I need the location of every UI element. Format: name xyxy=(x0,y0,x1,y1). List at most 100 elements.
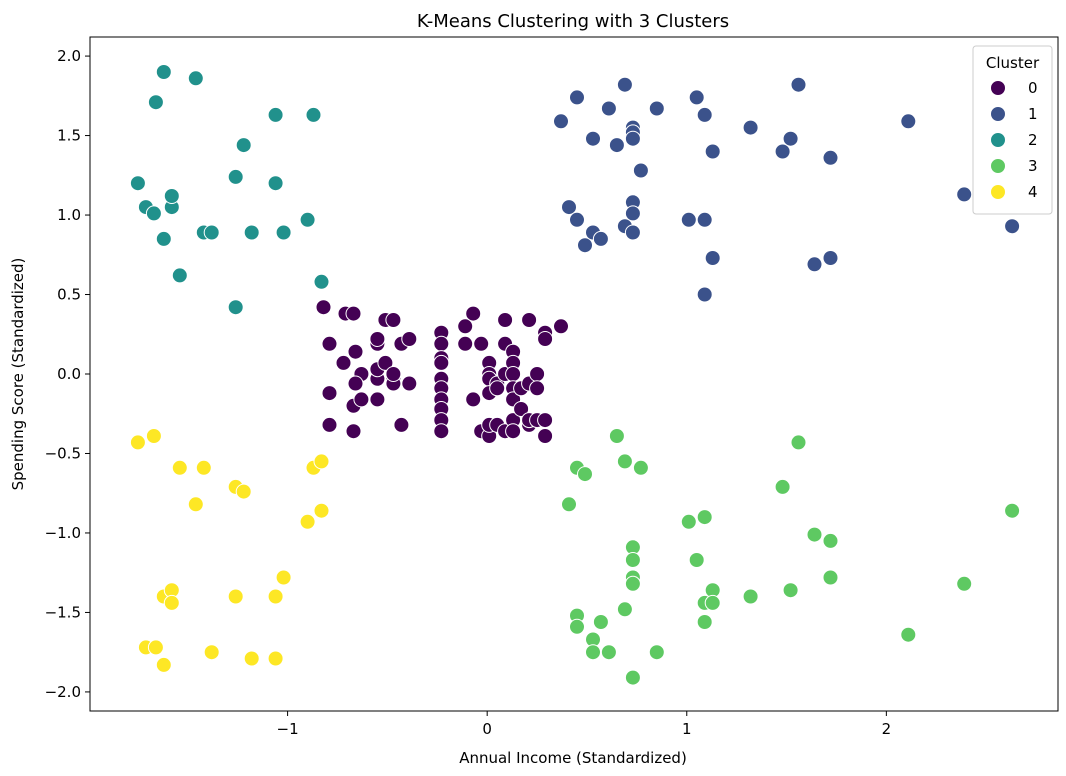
legend-label: 0 xyxy=(1028,79,1038,97)
data-point xyxy=(900,113,917,130)
data-point xyxy=(648,644,665,661)
y-tick-label: 2.0 xyxy=(57,47,81,65)
data-point xyxy=(569,89,585,106)
data-point xyxy=(569,211,585,228)
x-tick-label: −1 xyxy=(277,720,299,738)
data-point xyxy=(163,188,180,204)
data-point xyxy=(688,89,705,106)
data-point xyxy=(680,211,697,228)
data-point xyxy=(600,644,617,661)
data-point xyxy=(465,391,482,408)
series-2 xyxy=(129,64,330,316)
data-point xyxy=(608,137,625,154)
data-point xyxy=(624,205,641,222)
data-point xyxy=(129,434,146,451)
data-point xyxy=(569,618,585,635)
data-point xyxy=(497,312,514,328)
data-point xyxy=(369,391,386,408)
x-tick-label: 2 xyxy=(882,720,892,738)
data-point xyxy=(187,70,204,87)
data-point xyxy=(227,588,244,605)
data-point xyxy=(521,312,538,328)
data-point xyxy=(313,453,330,470)
data-point xyxy=(171,267,188,284)
data-point xyxy=(696,286,713,303)
data-point xyxy=(299,211,316,228)
legend-item-0: 0 xyxy=(990,79,1038,97)
data-point xyxy=(267,588,284,605)
data-point xyxy=(321,335,338,352)
data-point xyxy=(704,143,721,160)
data-point xyxy=(369,331,386,347)
data-point xyxy=(537,412,554,429)
data-point xyxy=(696,614,713,630)
legend-marker xyxy=(990,80,1006,96)
data-point xyxy=(1004,218,1021,235)
data-point xyxy=(145,428,162,444)
series-1 xyxy=(553,76,1021,303)
points-layer xyxy=(129,64,1021,686)
data-point xyxy=(529,380,546,397)
legend-item-1: 1 xyxy=(990,105,1038,123)
data-point xyxy=(267,650,284,667)
y-tick-label: −1.5 xyxy=(45,603,81,621)
data-point xyxy=(592,230,609,247)
data-point xyxy=(742,588,759,605)
legend-label: 3 xyxy=(1028,157,1038,175)
data-point xyxy=(155,64,172,80)
data-point xyxy=(956,575,973,592)
legend-marker xyxy=(990,184,1006,200)
data-point xyxy=(347,375,364,392)
axes-layer: −1 0 1 2 −2.0 −1.5 −1.0 −0.5 0.0 0.5 1.0 1.5 2.0 xyxy=(45,36,1059,738)
y-tick-label: −1.0 xyxy=(45,524,81,542)
data-point xyxy=(433,354,450,371)
data-point xyxy=(632,162,649,179)
legend-label: 4 xyxy=(1028,183,1038,201)
legend-item-2: 2 xyxy=(990,131,1038,149)
data-point xyxy=(696,509,713,526)
data-point xyxy=(313,273,330,290)
data-point xyxy=(616,601,633,618)
data-point xyxy=(632,459,649,476)
legend-title: Cluster xyxy=(986,54,1040,72)
data-point xyxy=(696,211,713,228)
data-point xyxy=(465,305,482,322)
data-point xyxy=(704,250,721,266)
data-point xyxy=(305,106,322,123)
data-point xyxy=(774,143,791,160)
legend-label: 2 xyxy=(1028,131,1038,149)
data-point xyxy=(321,416,338,433)
data-point xyxy=(335,354,352,371)
data-point xyxy=(1004,502,1021,519)
data-point xyxy=(243,650,260,667)
data-point xyxy=(385,366,402,382)
data-point xyxy=(145,205,162,222)
data-point xyxy=(624,130,641,147)
data-point xyxy=(473,335,490,352)
y-tick-label: 1.5 xyxy=(57,127,81,145)
data-point xyxy=(774,478,791,495)
data-point xyxy=(345,305,362,322)
data-point xyxy=(315,299,332,316)
legend-marker xyxy=(990,158,1006,174)
data-point xyxy=(688,552,705,568)
data-point xyxy=(537,331,554,347)
data-point xyxy=(433,335,450,352)
data-point xyxy=(537,428,554,444)
data-point xyxy=(243,224,260,241)
x-axis-title: Annual Income (Standardized) xyxy=(459,749,687,767)
data-point xyxy=(696,106,713,123)
data-point xyxy=(353,391,370,408)
data-point xyxy=(155,230,172,247)
legend-marker xyxy=(990,106,1006,122)
data-point xyxy=(235,137,252,154)
data-point xyxy=(822,569,839,586)
data-point xyxy=(704,594,721,611)
data-point xyxy=(624,224,641,241)
series-4 xyxy=(129,428,330,673)
data-point xyxy=(900,626,917,643)
data-point xyxy=(561,496,577,513)
data-point xyxy=(203,224,220,241)
data-point xyxy=(457,335,474,352)
